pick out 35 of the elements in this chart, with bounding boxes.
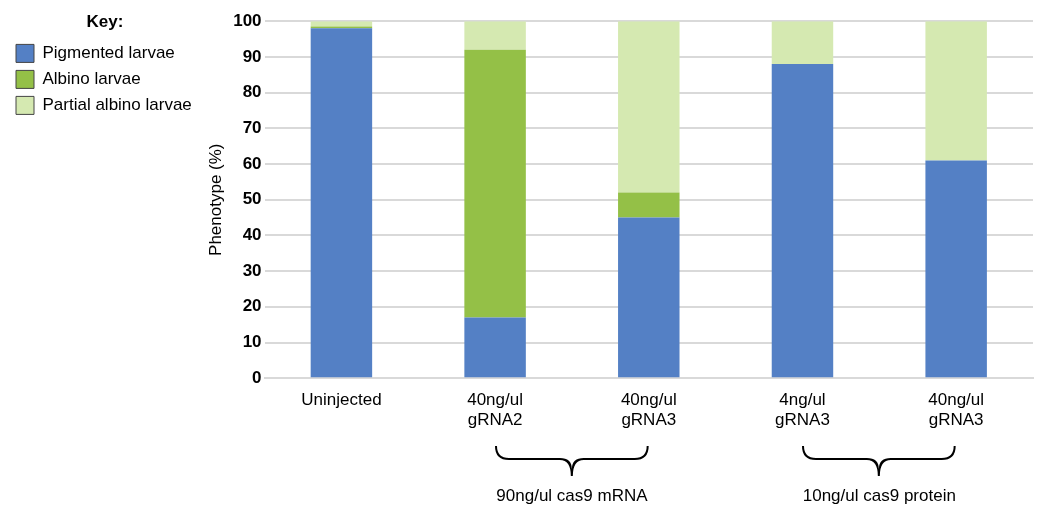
bar [310, 28, 373, 378]
y-tick-label: 90 [242, 46, 262, 66]
legend-title: Key: [86, 12, 124, 32]
y-tick-label: 10 [242, 332, 262, 352]
x-tick-label: 40ng/ul gRNA3 [620, 390, 677, 430]
y-axis-title: Phenotype (%) [205, 143, 225, 256]
bar [925, 160, 987, 378]
legend-label: Partial albino larvae [42, 95, 192, 115]
y-tick-label: 70 [242, 117, 262, 137]
y-tick-label: 40 [242, 225, 262, 245]
y-tick-label: 30 [242, 260, 262, 280]
bar [925, 21, 987, 161]
bar [464, 317, 526, 378]
y-tick-label: 20 [242, 296, 262, 316]
x-tick-label: 4ng/ul gRNA3 [775, 390, 830, 430]
x-tick-label: 40ng/ul gRNA2 [467, 390, 523, 430]
y-tick-label: 60 [242, 153, 262, 173]
text: 10ng/ul cas9 protein [801, 486, 957, 506]
bar [618, 192, 680, 218]
bar [464, 49, 526, 318]
legend-label: Pigmented larvae [42, 43, 175, 63]
bar [618, 217, 680, 378]
x-tick-label: Uninjected [301, 390, 382, 410]
bar [771, 64, 834, 378]
y-tick-label: 100 [233, 10, 262, 30]
y-tick-label: 0 [252, 367, 262, 387]
text: 90ng/ul cas9 mRNA [495, 486, 649, 506]
bar [771, 21, 834, 65]
x-tick-label: 40ng/ul gRNA3 [928, 390, 985, 430]
y-tick-label: 50 [242, 189, 262, 209]
bar [464, 21, 526, 50]
bar [310, 21, 373, 27]
bar [618, 21, 680, 193]
legend-label: Albino larvae [42, 69, 141, 89]
y-tick-label: 80 [242, 82, 262, 102]
